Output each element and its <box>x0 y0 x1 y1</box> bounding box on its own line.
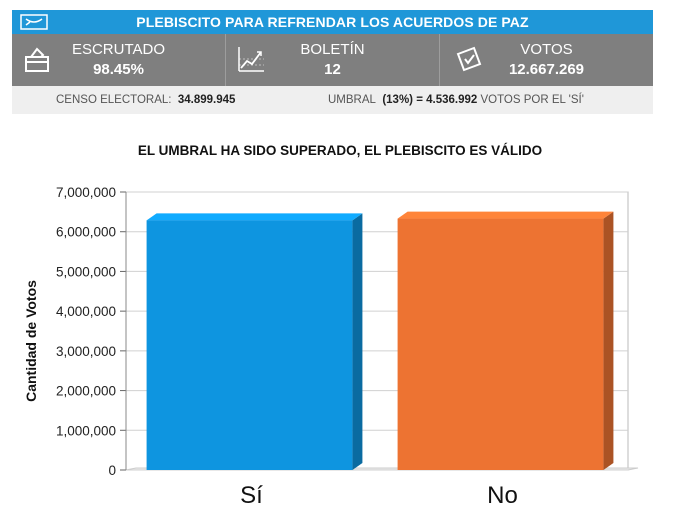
divider <box>225 34 226 86</box>
y-tick-label: 5,000,000 <box>56 264 116 279</box>
stat-escrutado: ESCRUTADO 98.45% <box>12 34 225 86</box>
bar-side <box>603 211 614 471</box>
stat-label: ESCRUTADO <box>71 41 166 58</box>
divider <box>439 34 440 86</box>
stat-value: 12 <box>324 61 341 78</box>
line-chart-icon <box>238 47 264 72</box>
umbral-label: UMBRAL <box>328 94 376 106</box>
page-title: PLEBISCITO PARA REFRENDAR LOS ACUERDOS D… <box>136 14 529 30</box>
y-tick-label: 1,000,000 <box>56 423 116 438</box>
x-tick-label: No <box>487 482 518 509</box>
stat-value: 12.667.269 <box>508 61 585 78</box>
y-axis-label: Cantidad de Votos <box>23 280 39 402</box>
y-tick-label: 2,000,000 <box>56 384 116 399</box>
ballot-paper-icon <box>456 46 482 72</box>
ballot-box-icon <box>25 47 49 72</box>
stats-bar: ESCRUTADO 98.45% BOLETÍN 12 VOTOS 12.667… <box>12 34 653 86</box>
y-tick-label: 6,000,000 <box>56 225 116 240</box>
bar <box>397 218 604 470</box>
bar-top <box>397 211 614 219</box>
censo-info: CENSO ELECTORAL: 34.899.945 <box>56 94 235 106</box>
y-tick-label: 7,000,000 <box>56 185 116 200</box>
bar-side <box>352 213 363 470</box>
stat-boletin: BOLETÍN 12 <box>226 34 439 86</box>
y-tick-label: 0 <box>108 463 116 478</box>
censo-label: CENSO ELECTORAL: <box>56 94 172 106</box>
y-tick-label: 4,000,000 <box>56 304 116 319</box>
y-tick-label: 3,000,000 <box>56 344 116 359</box>
censo-value: 34.899.945 <box>177 94 236 106</box>
info-bar: CENSO ELECTORAL: 34.899.945 UMBRAL (13%)… <box>12 86 653 114</box>
flag-icon <box>20 14 48 30</box>
stat-value: 98.45% <box>93 61 144 78</box>
header-bar: PLEBISCITO PARA REFRENDAR LOS ACUERDOS D… <box>12 10 653 34</box>
stat-label: VOTOS <box>520 41 573 58</box>
chart-subtitle: EL UMBRAL HA SIDO SUPERADO, EL PLEBISCIT… <box>137 143 543 158</box>
umbral-suffix: VOTOS POR EL 'SÍ' <box>480 94 584 106</box>
bar <box>146 220 353 470</box>
x-tick-label: Sí <box>240 482 263 509</box>
umbral-value: (13%) = 4.536.992 <box>382 94 478 106</box>
bar-top <box>146 213 363 221</box>
stat-label: BOLETÍN <box>300 41 365 58</box>
stat-votos: VOTOS 12.667.269 <box>440 34 653 86</box>
umbral-info: UMBRAL (13%) = 4.536.992 VOTOS POR EL 'S… <box>328 94 584 106</box>
